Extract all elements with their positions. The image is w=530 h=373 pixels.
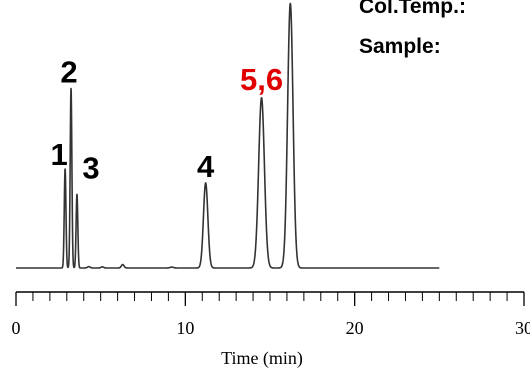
trace-layer [15,2,441,269]
x-axis-title: Time (min) [221,348,303,369]
peak-labels: 1 2 3 4 5,6 [50,55,283,186]
x-tick-label: 0 [12,318,21,338]
x-tick-label: 20 [346,318,364,338]
x-axis: 0 10 20 30 [12,291,530,338]
x-tick-label: 10 [176,318,194,338]
peak-label-3: 3 [82,150,99,185]
x-tick-label: 30 [515,318,530,338]
sample-label: Sample: [359,35,441,58]
peak-label-4: 4 [197,149,215,184]
peak-label-5-6: 5,6 [240,62,283,97]
col-temp-label: Col.Temp.: [359,0,466,18]
chromatogram-trace [15,2,441,269]
peak-label-2: 2 [60,55,77,90]
peak-label-1: 1 [50,137,67,172]
